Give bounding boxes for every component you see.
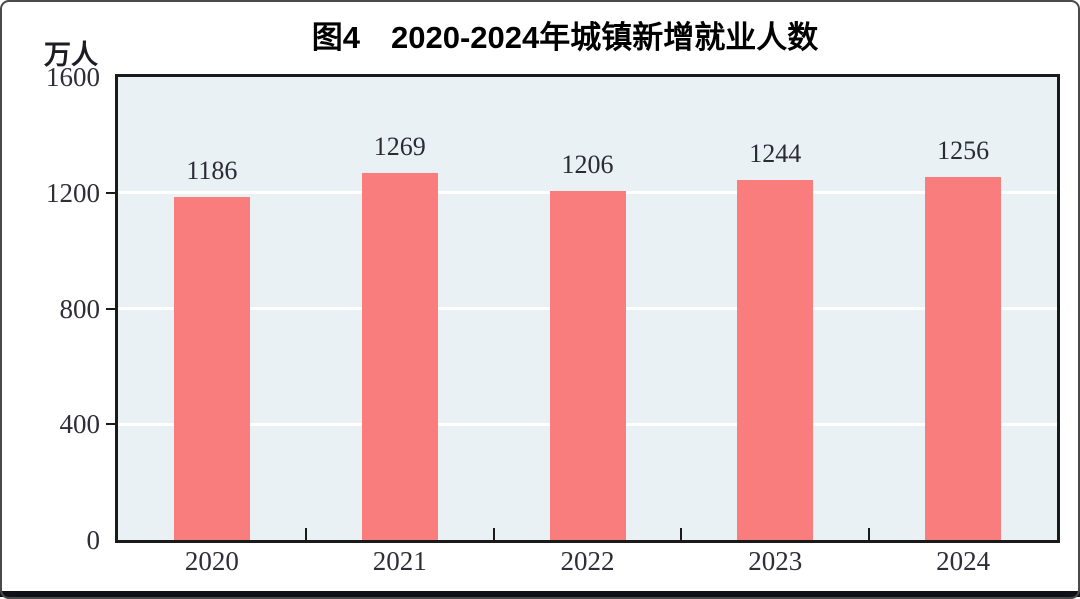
bar-2023 (737, 180, 814, 540)
y-axis-label-1600: 1600 (46, 62, 100, 92)
data-label-2024: 1256 (937, 135, 990, 165)
y-tick-1200 (106, 191, 117, 194)
y-axis-unit-label: 万人 (44, 40, 98, 70)
bar-2021 (361, 172, 438, 540)
chart-title: 图4 2020-2024年城镇新增就业人数 (311, 20, 819, 55)
x-axis-label-2024: 2024 (936, 546, 991, 576)
y-axis-label-400: 400 (59, 409, 101, 440)
y-tick-800 (106, 307, 117, 310)
data-label-2020: 1186 (186, 155, 238, 185)
x-tick-4 (868, 528, 871, 540)
x-axis-label-2021: 2021 (372, 546, 427, 576)
x-tick-1 (304, 528, 307, 540)
y-axis-label-1200: 1200 (46, 177, 100, 208)
bar-2020 (173, 196, 250, 540)
x-tick-2 (492, 528, 495, 540)
x-tick-3 (680, 528, 683, 540)
bar-2022 (549, 191, 626, 540)
data-label-2021: 1269 (373, 131, 426, 161)
x-axis-label-2023: 2023 (748, 546, 803, 576)
data-label-2023: 1244 (749, 139, 802, 169)
y-axis-label-800: 800 (59, 293, 101, 324)
y-axis-label-0: 0 (86, 525, 101, 555)
bar-2024 (925, 176, 1002, 540)
y-tick-400 (106, 423, 117, 426)
bottom-separator-line (0, 591, 1080, 597)
x-axis-label-2022: 2022 (560, 546, 615, 576)
data-label-2022: 1206 (561, 150, 614, 179)
x-axis-label-2020: 2020 (184, 546, 239, 576)
